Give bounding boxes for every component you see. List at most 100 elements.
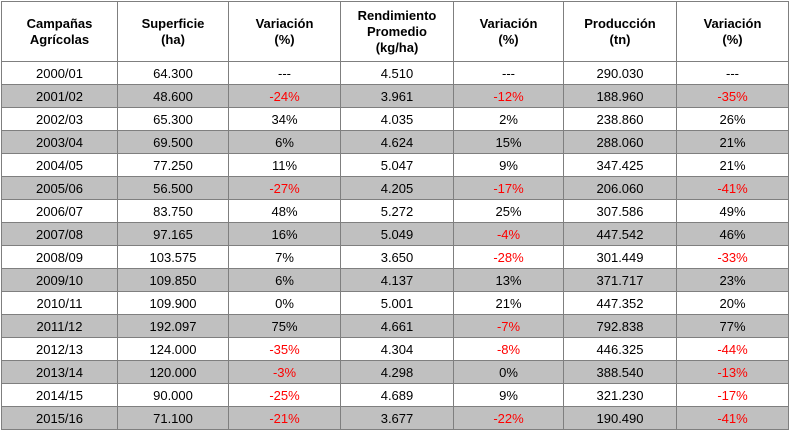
- season-cell: 2001/02: [1, 84, 118, 108]
- value-cell: -33%: [676, 245, 789, 269]
- season-cell: 2003/04: [1, 130, 118, 154]
- table-row: 2006/07 83.750 48% 5.272 25% 307.586 49%: [1, 199, 789, 223]
- value-cell: 190.490: [563, 406, 677, 430]
- value-cell: 9%: [453, 153, 564, 177]
- value-cell: 290.030: [563, 61, 677, 85]
- value-cell: 90.000: [117, 383, 229, 407]
- value-cell: -21%: [228, 406, 341, 430]
- value-cell: -4%: [453, 222, 564, 246]
- value-cell: 120.000: [117, 360, 229, 384]
- value-cell: 4.689: [340, 383, 454, 407]
- column-header: Variación (%): [453, 1, 564, 62]
- value-cell: 447.542: [563, 222, 677, 246]
- season-cell: 2008/09: [1, 245, 118, 269]
- value-cell: 4.510: [340, 61, 454, 85]
- season-cell: 2012/13: [1, 337, 118, 361]
- value-cell: 7%: [228, 245, 341, 269]
- value-cell: 5.272: [340, 199, 454, 223]
- header-row: Campañas Agrícolas Superficie (ha) Variaci…: [1, 1, 789, 62]
- season-cell: 2015/16: [1, 406, 118, 430]
- value-cell: 97.165: [117, 222, 229, 246]
- value-cell: 21%: [676, 153, 789, 177]
- value-cell: 0%: [228, 291, 341, 315]
- value-cell: 23%: [676, 268, 789, 292]
- table-row: 2005/06 56.500 -27% 4.205 -17% 206.060 -41%: [1, 176, 789, 200]
- value-cell: 48.600: [117, 84, 229, 108]
- value-cell: 25%: [453, 199, 564, 223]
- value-cell: 4.035: [340, 107, 454, 131]
- value-cell: -41%: [676, 176, 789, 200]
- value-cell: ---: [228, 61, 341, 85]
- season-cell: 2007/08: [1, 222, 118, 246]
- value-cell: 5.049: [340, 222, 454, 246]
- value-cell: 3.650: [340, 245, 454, 269]
- value-cell: -3%: [228, 360, 341, 384]
- value-cell: 20%: [676, 291, 789, 315]
- value-cell: 77.250: [117, 153, 229, 177]
- season-cell: 2006/07: [1, 199, 118, 223]
- value-cell: -35%: [228, 337, 341, 361]
- value-cell: 446.325: [563, 337, 677, 361]
- season-cell: 2002/03: [1, 107, 118, 131]
- value-cell: -27%: [228, 176, 341, 200]
- value-cell: 5.047: [340, 153, 454, 177]
- value-cell: 34%: [228, 107, 341, 131]
- value-cell: 69.500: [117, 130, 229, 154]
- value-cell: 75%: [228, 314, 341, 338]
- column-header: Superficie (ha): [117, 1, 229, 62]
- column-header: Variación (%): [676, 1, 789, 62]
- value-cell: 46%: [676, 222, 789, 246]
- season-cell: 2013/14: [1, 360, 118, 384]
- table-row: 2009/10 109.850 6% 4.137 13% 371.717 23%: [1, 268, 789, 292]
- value-cell: -41%: [676, 406, 789, 430]
- value-cell: 21%: [676, 130, 789, 154]
- value-cell: 188.960: [563, 84, 677, 108]
- value-cell: 792.838: [563, 314, 677, 338]
- table-body: 2000/01 64.300 --- 4.510 --- 290.030 --- 2001/0…: [1, 61, 789, 430]
- value-cell: -28%: [453, 245, 564, 269]
- value-cell: 65.300: [117, 107, 229, 131]
- value-cell: 83.750: [117, 199, 229, 223]
- value-cell: 109.850: [117, 268, 229, 292]
- value-cell: 4.137: [340, 268, 454, 292]
- value-cell: 26%: [676, 107, 789, 131]
- table-row: 2012/13 124.000 -35% 4.304 -8% 446.325 -44%: [1, 337, 789, 361]
- table-row: 2003/04 69.500 6% 4.624 15% 288.060 21%: [1, 130, 789, 154]
- value-cell: 3.677: [340, 406, 454, 430]
- value-cell: ---: [453, 61, 564, 85]
- value-cell: 0%: [453, 360, 564, 384]
- value-cell: 77%: [676, 314, 789, 338]
- value-cell: -22%: [453, 406, 564, 430]
- table-row: 2013/14 120.000 -3% 4.298 0% 388.540 -13%: [1, 360, 789, 384]
- value-cell: 64.300: [117, 61, 229, 85]
- table-row: 2002/03 65.300 34% 4.035 2% 238.860 26%: [1, 107, 789, 131]
- value-cell: 21%: [453, 291, 564, 315]
- value-cell: 2%: [453, 107, 564, 131]
- season-cell: 2014/15: [1, 383, 118, 407]
- value-cell: -8%: [453, 337, 564, 361]
- table-row: 2015/16 71.100 -21% 3.677 -22% 190.490 -41%: [1, 406, 789, 430]
- value-cell: 307.586: [563, 199, 677, 223]
- value-cell: 48%: [228, 199, 341, 223]
- value-cell: 6%: [228, 268, 341, 292]
- season-cell: 2004/05: [1, 153, 118, 177]
- value-cell: 109.900: [117, 291, 229, 315]
- season-cell: 2000/01: [1, 61, 118, 85]
- value-cell: 4.205: [340, 176, 454, 200]
- value-cell: 71.100: [117, 406, 229, 430]
- table-row: 2007/08 97.165 16% 5.049 -4% 447.542 46%: [1, 222, 789, 246]
- column-header: Producción (tn): [563, 1, 677, 62]
- season-cell: 2011/12: [1, 314, 118, 338]
- column-header: Variación (%): [228, 1, 341, 62]
- value-cell: 4.661: [340, 314, 454, 338]
- value-cell: 13%: [453, 268, 564, 292]
- value-cell: 11%: [228, 153, 341, 177]
- value-cell: 4.304: [340, 337, 454, 361]
- value-cell: 288.060: [563, 130, 677, 154]
- value-cell: 103.575: [117, 245, 229, 269]
- season-cell: 2010/11: [1, 291, 118, 315]
- value-cell: ---: [676, 61, 789, 85]
- value-cell: 192.097: [117, 314, 229, 338]
- value-cell: -7%: [453, 314, 564, 338]
